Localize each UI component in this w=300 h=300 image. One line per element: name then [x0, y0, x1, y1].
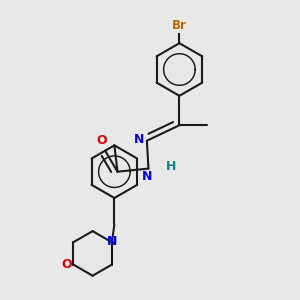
Text: N: N	[107, 235, 118, 248]
Text: O: O	[96, 134, 107, 147]
Text: N: N	[142, 169, 152, 182]
Text: Br: Br	[172, 19, 187, 32]
Text: N: N	[134, 133, 144, 146]
Text: O: O	[61, 258, 72, 271]
Text: H: H	[166, 160, 176, 172]
